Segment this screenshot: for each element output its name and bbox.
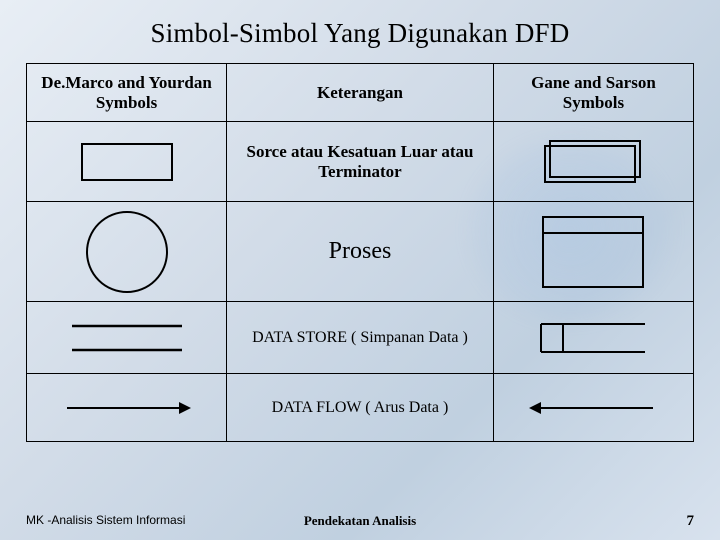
col-keterangan: Keterangan <box>227 64 494 122</box>
col-demarco: De.Marco and Yourdan Symbols <box>27 64 227 122</box>
terminator-label: Sorce atau Kesatuan Luar atau Terminator <box>227 122 494 202</box>
demarco-dataflow-symbol <box>27 374 227 442</box>
gane-dataflow-symbol <box>493 374 693 442</box>
table-header-row: De.Marco and Yourdan Symbols Keterangan … <box>27 64 694 122</box>
datastore-label: DATA STORE ( Simpanan Data ) <box>227 302 494 374</box>
slide-footer: Pendekatan Analisis MK -Analisis Sistem … <box>0 513 720 530</box>
proses-label: Proses <box>227 202 494 302</box>
gane-terminator-symbol <box>493 122 693 202</box>
footer-center: Pendekatan Analisis <box>0 513 720 529</box>
demarco-datastore-symbol <box>27 302 227 374</box>
dataflow-label: DATA FLOW ( Arus Data ) <box>227 374 494 442</box>
col-gane: Gane and Sarson Symbols <box>493 64 693 122</box>
row-proses: Proses <box>27 202 694 302</box>
gane-datastore-symbol <box>493 302 693 374</box>
gane-proses-symbol <box>493 202 693 302</box>
slide-container: Simbol-Simbol Yang Digunakan DFD De.Marc… <box>0 0 720 540</box>
slide-title: Simbol-Simbol Yang Digunakan DFD <box>26 18 694 49</box>
dfd-symbols-table: De.Marco and Yourdan Symbols Keterangan … <box>26 63 694 442</box>
row-dataflow: DATA FLOW ( Arus Data ) <box>27 374 694 442</box>
demarco-terminator-symbol <box>27 122 227 202</box>
row-terminator: Sorce atau Kesatuan Luar atau Terminator <box>27 122 694 202</box>
demarco-proses-symbol <box>27 202 227 302</box>
row-datastore: DATA STORE ( Simpanan Data ) <box>27 302 694 374</box>
